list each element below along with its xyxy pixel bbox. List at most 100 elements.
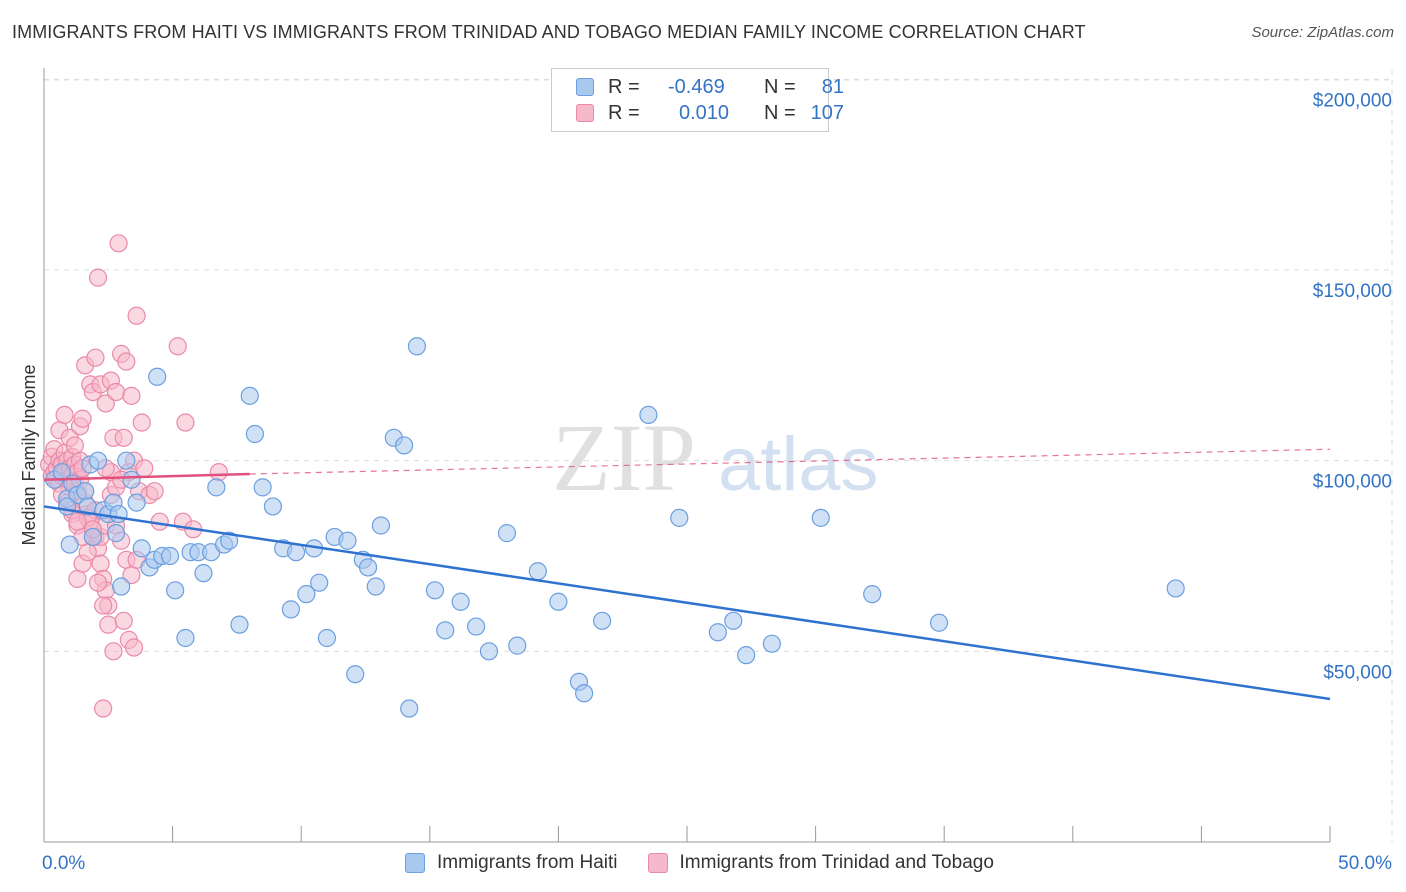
trend-lines <box>43 448 1331 701</box>
data-point-trinidad <box>94 699 113 718</box>
legend-n-value: 81 <box>821 75 844 98</box>
data-point-haiti <box>117 451 136 470</box>
data-point-haiti <box>407 337 427 356</box>
data-point-haiti <box>479 642 499 661</box>
data-point-haiti <box>112 577 131 596</box>
data-point-haiti <box>451 592 470 611</box>
data-point-haiti <box>245 424 265 444</box>
series-haiti-points <box>45 337 1185 718</box>
data-point-trinidad <box>65 436 84 455</box>
legend-label-trinidad: Immigrants from Trinidad and Tobago <box>679 852 994 873</box>
data-point-haiti <box>724 611 743 630</box>
y-tick-label: $200,000 <box>1313 90 1392 111</box>
legend-n-label: N = <box>764 75 796 98</box>
data-point-haiti <box>338 531 357 550</box>
watermark: ZIP atlas <box>552 404 879 511</box>
data-point-haiti <box>60 535 79 554</box>
data-point-haiti <box>528 562 547 581</box>
data-point-haiti <box>1166 579 1185 598</box>
data-point-haiti <box>708 623 727 642</box>
data-point-haiti <box>240 386 259 405</box>
data-point-trinidad <box>176 413 195 432</box>
data-point-haiti <box>88 451 108 470</box>
data-point-trinidad <box>86 348 105 367</box>
legend-item-trinidad[interactable]: Immigrants from Trinidad and Tobago <box>647 852 994 874</box>
data-point-haiti <box>106 524 126 543</box>
data-point-haiti <box>371 516 391 535</box>
y-tick-label: $100,000 <box>1313 472 1392 493</box>
data-point-haiti <box>575 684 594 703</box>
x-tick-labels: 0.0% 50.0% <box>42 853 1392 874</box>
data-point-haiti <box>497 524 517 543</box>
data-point-haiti <box>549 592 568 611</box>
y-tick-label: $50,000 <box>1323 662 1392 683</box>
data-point-haiti <box>58 497 77 516</box>
x-tick-label: 0.0% <box>42 853 85 874</box>
data-point-trinidad <box>99 615 118 634</box>
legend-item-haiti[interactable]: Immigrants from Haiti <box>405 852 618 874</box>
data-point-haiti <box>466 617 486 636</box>
legend-row-trinidad: R = 0.010 N = 107 <box>576 101 844 125</box>
data-point-trinidad <box>168 337 187 356</box>
legend-n-value: 107 <box>810 101 844 124</box>
data-point-trinidad <box>114 428 133 447</box>
data-point-haiti <box>400 699 419 718</box>
data-point-trinidad <box>114 611 133 630</box>
data-point-haiti <box>253 478 272 497</box>
data-point-haiti <box>166 581 185 600</box>
data-point-haiti <box>863 585 882 604</box>
data-point-trinidad <box>106 382 126 402</box>
legend-r-value: -0.469 <box>668 75 725 98</box>
source-label: Source: ZipAtlas.com <box>1251 24 1394 41</box>
data-point-haiti <box>122 470 141 489</box>
data-point-haiti <box>220 531 239 550</box>
data-point-trinidad <box>78 543 97 562</box>
data-point-haiti <box>593 611 612 630</box>
trend-line-trinidad <box>43 472 250 481</box>
data-point-trinidad <box>145 482 164 501</box>
trend-line-trinidad-extension <box>249 448 1331 475</box>
legend-swatch-trinidad <box>576 104 594 122</box>
data-point-haiti <box>346 665 365 684</box>
data-point-trinidad <box>109 234 128 253</box>
data-point-haiti <box>76 482 95 501</box>
trend-line-haiti <box>43 505 1331 701</box>
data-point-haiti <box>310 573 329 592</box>
data-point-haiti <box>132 539 151 558</box>
data-point-haiti <box>929 613 949 632</box>
data-point-trinidad <box>117 352 136 371</box>
legend-r-label: R = <box>608 75 640 98</box>
data-point-haiti <box>670 508 689 527</box>
data-point-haiti <box>127 493 146 512</box>
data-point-haiti <box>737 646 756 665</box>
legend-swatch-haiti <box>576 78 594 96</box>
grid-lines <box>44 70 1393 842</box>
data-point-haiti <box>109 504 128 524</box>
correlation-legend: R = -0.469 N = 81 R = 0.010 N = 107 <box>551 68 844 132</box>
data-point-haiti <box>436 621 455 640</box>
data-point-haiti <box>281 600 301 619</box>
data-point-trinidad <box>55 405 74 425</box>
legend-swatch-trinidad <box>647 853 668 873</box>
data-point-trinidad <box>132 413 151 432</box>
legend-n-label: N = <box>764 101 796 124</box>
legend-r-label: R = <box>608 101 640 124</box>
data-point-trinidad <box>68 512 87 531</box>
data-point-haiti <box>425 581 445 600</box>
data-point-trinidad <box>127 306 146 325</box>
data-point-trinidad <box>88 268 108 287</box>
data-point-haiti <box>297 585 316 604</box>
data-point-haiti <box>366 577 385 596</box>
y-tick-labels: $50,000 $100,000 $150,000 $200,000 <box>1313 90 1392 683</box>
data-point-haiti <box>394 436 414 455</box>
y-tick-label: $150,000 <box>1313 281 1392 302</box>
chart-title: IMMIGRANTS FROM HAITI VS IMMIGRANTS FROM… <box>12 22 1086 42</box>
data-point-trinidad <box>88 573 108 592</box>
legend-label-haiti: Immigrants from Haiti <box>437 852 618 873</box>
data-point-trinidad <box>104 642 123 661</box>
watermark-zip: ZIP <box>552 404 696 511</box>
series-legend: Immigrants from Haiti Immigrants from Tr… <box>405 852 1024 874</box>
data-point-trinidad <box>209 463 228 482</box>
data-point-haiti <box>160 546 180 566</box>
